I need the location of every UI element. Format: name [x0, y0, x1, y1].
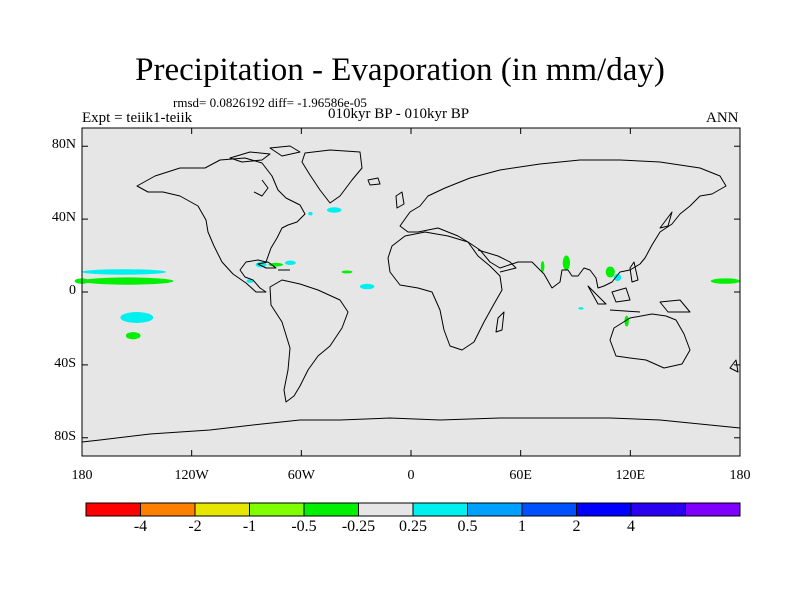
- coast-south-america: [269, 279, 349, 403]
- coast-philippines: [629, 261, 639, 283]
- anomaly-patch-negative: [82, 277, 174, 285]
- coast-borneo: [611, 287, 631, 303]
- coast-japan: [659, 211, 673, 229]
- colorbar-label: -2: [188, 518, 202, 535]
- anomaly-patch-positive: [120, 312, 154, 323]
- lon-label: 120W: [174, 468, 209, 483]
- plot-title: Precipitation - Evaporation (in mm/day): [135, 52, 665, 88]
- colorbar-label: 0.5: [457, 518, 478, 535]
- anomaly-patch-negative: [710, 278, 741, 284]
- anomaly-patch-negative: [540, 261, 545, 272]
- lon-label: 180: [729, 468, 751, 483]
- anomaly-patch-positive: [82, 269, 167, 275]
- coast-africa: [387, 231, 503, 351]
- colorbar-swatch: [685, 502, 741, 517]
- coast-greenland: [301, 149, 363, 204]
- lon-label: 180: [71, 468, 93, 483]
- coastlines: [81, 145, 741, 443]
- lon-label: 120E: [615, 468, 646, 483]
- lon-label: 60W: [287, 468, 315, 483]
- coast-britain: [395, 191, 405, 209]
- colorbar-swatch: [303, 502, 359, 517]
- lat-label: 40N: [51, 210, 76, 226]
- period-label: 010kyr BP - 010kyr BP: [328, 106, 470, 122]
- colorbar-label: 0.25: [399, 518, 427, 535]
- anomaly-patch-negative: [125, 332, 141, 340]
- anomaly-patch-positive: [326, 207, 342, 213]
- coast-iceland: [367, 177, 381, 186]
- anomaly-patch-negative: [562, 255, 571, 271]
- colorbar-swatch: [412, 502, 468, 517]
- map-background: [82, 128, 740, 456]
- coast-antarctica: [81, 417, 741, 443]
- colorbar-label: -4: [133, 518, 148, 535]
- anomaly-patch-positive: [246, 279, 254, 283]
- coast-australia: [609, 313, 691, 369]
- anomaly-patch-positive: [613, 273, 622, 282]
- season-label: ANN: [706, 110, 739, 126]
- lat-label: 40S: [54, 355, 76, 371]
- colorbar-swatch: [467, 502, 523, 517]
- colorbar-label: -0.5: [291, 518, 317, 535]
- colorbar-swatch: [358, 502, 414, 517]
- colorbar-label: 1: [518, 518, 526, 535]
- lat-label: 80N: [51, 137, 76, 153]
- colorbar-swatch: [140, 502, 196, 517]
- coast-north-america: [136, 157, 306, 293]
- anomaly-patch-negative: [605, 266, 615, 278]
- coast-new-zealand: [729, 359, 739, 373]
- coast-sumatra: [587, 285, 607, 305]
- lon-label: 0: [407, 468, 415, 483]
- colorbar-swatch: [576, 502, 632, 517]
- colorbar-label: -1: [242, 518, 257, 535]
- colorbar: [85, 502, 741, 517]
- lon-label: 60E: [509, 468, 532, 483]
- coast-java: [609, 309, 641, 313]
- colorbar-swatch: [521, 502, 577, 517]
- colorbar-swatch: [194, 502, 250, 517]
- coast-eurasia: [399, 159, 727, 289]
- anomaly-patch-negative: [624, 315, 629, 327]
- stats-line: rmsd= 0.0826192 diff= -1.96586e-05: [173, 95, 367, 110]
- coast-madagascar: [495, 311, 505, 333]
- coast-new-guinea: [659, 299, 691, 313]
- colorbar-swatch: [249, 502, 305, 517]
- anomaly-patches: [74, 207, 741, 340]
- lat-label: 80S: [54, 428, 76, 444]
- anomaly-patch-negative: [341, 270, 353, 274]
- colorbar-swatch: [85, 502, 141, 517]
- anomaly-patch-positive: [359, 283, 375, 290]
- anomaly-patch-positive: [284, 260, 296, 266]
- experiment-label: Expt = teiik1-teiik: [82, 110, 193, 126]
- coast-arctic-islands: [229, 151, 271, 163]
- coast-cuba: [257, 261, 277, 269]
- anomaly-patch-positive: [578, 307, 584, 310]
- coast-arabia: [477, 249, 517, 273]
- anomaly-patch-positive: [308, 211, 313, 216]
- coast-ellesmere: [269, 145, 301, 157]
- colorbar-label: 4: [627, 518, 635, 535]
- colorbar-label: -0.25: [341, 518, 376, 535]
- colorbar-swatch: [630, 502, 686, 517]
- coast-hudson-bay: [253, 179, 269, 197]
- colorbar-label: 2: [572, 518, 581, 535]
- lat-label: 0: [69, 283, 76, 298]
- axis-ticks: [81, 128, 741, 456]
